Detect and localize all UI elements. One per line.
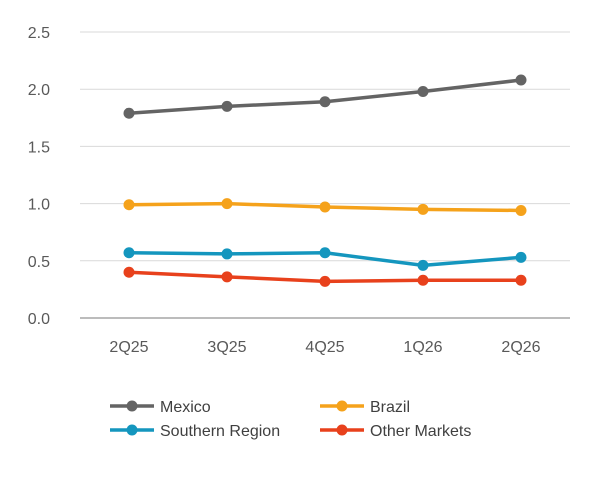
x-axis-ticks: 2Q25 3Q25 4Q25 1Q26 2Q26 xyxy=(109,339,540,356)
y-tick-label: 2.0 xyxy=(28,82,50,99)
y-tick-label: 0.0 xyxy=(28,311,50,328)
data-point xyxy=(221,248,233,260)
legend-item: Brazil xyxy=(320,399,410,416)
data-point xyxy=(123,247,135,259)
legend-label: Southern Region xyxy=(160,423,280,440)
data-point xyxy=(319,201,331,213)
data-point xyxy=(123,199,135,211)
data-point xyxy=(417,259,429,271)
y-axis-ticks: 0.0 0.5 1.0 1.5 2.0 2.5 xyxy=(28,25,50,328)
legend-label: Mexico xyxy=(160,399,211,416)
data-point xyxy=(515,251,527,263)
legend-swatch-marker xyxy=(126,400,138,412)
gridlines xyxy=(80,31,570,262)
data-point xyxy=(221,198,233,210)
data-point xyxy=(123,266,135,278)
x-tick-label: 2Q25 xyxy=(109,339,148,356)
y-tick-label: 1.5 xyxy=(28,139,50,156)
legend: Mexico Brazil Southern Region Other Markets xyxy=(110,399,471,440)
legend-label: Brazil xyxy=(370,399,410,416)
legend-swatch-marker xyxy=(336,424,348,436)
y-tick-label: 2.5 xyxy=(28,25,50,42)
data-point xyxy=(417,85,429,97)
legend-item: Other Markets xyxy=(320,423,471,440)
legend-label: Other Markets xyxy=(370,423,471,440)
data-point xyxy=(515,74,527,86)
data-point xyxy=(515,274,527,286)
data-point xyxy=(319,275,331,287)
legend-item: Southern Region xyxy=(110,423,280,440)
x-tick-label: 4Q25 xyxy=(305,339,344,356)
x-tick-label: 3Q25 xyxy=(207,339,246,356)
series-group xyxy=(123,74,527,287)
y-tick-label: 1.0 xyxy=(28,197,50,214)
data-point xyxy=(123,107,135,119)
data-point xyxy=(319,247,331,259)
legend-swatch-marker xyxy=(336,400,348,412)
data-point xyxy=(221,271,233,283)
data-point xyxy=(417,203,429,215)
x-tick-label: 1Q26 xyxy=(403,339,442,356)
legend-item: Mexico xyxy=(110,399,211,416)
legend-swatch-marker xyxy=(126,424,138,436)
x-tick-label: 2Q26 xyxy=(501,339,540,356)
data-point xyxy=(417,274,429,286)
data-point xyxy=(515,204,527,216)
data-point xyxy=(221,100,233,112)
y-tick-label: 0.5 xyxy=(28,254,50,271)
data-point xyxy=(319,96,331,108)
